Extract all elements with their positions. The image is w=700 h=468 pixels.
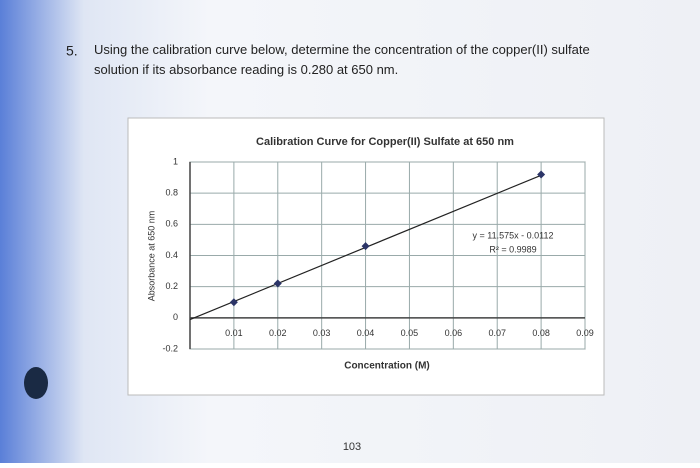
x-axis-label: Concentration (M) xyxy=(344,361,430,372)
y-axis-label: Absorbance at 650 nm xyxy=(146,211,156,302)
x-tick-label: 0.04 xyxy=(357,328,375,338)
page-number: 103 xyxy=(343,441,361,453)
trend-equation: y = 11.575x - 0.0112 xyxy=(473,230,554,240)
data-point xyxy=(537,170,546,179)
question-number: 5. xyxy=(66,43,78,59)
y-tick-label: 0.8 xyxy=(165,188,178,198)
chart-title: Calibration Curve for Copper(II) Sulfate… xyxy=(256,136,514,148)
x-tick-label: 0.08 xyxy=(532,328,550,338)
question-box: Using the calibration curve below, deter… xyxy=(94,42,590,77)
x-tick-label: 0.06 xyxy=(445,328,463,338)
y-tick-label: 0 xyxy=(173,312,178,322)
trend-r-squared: R² = 0.9989 xyxy=(489,244,536,254)
y-tick-label: 0.2 xyxy=(165,281,178,291)
data-point xyxy=(361,242,370,251)
x-tick-label: 0.01 xyxy=(225,328,243,338)
x-tick-label: 0.03 xyxy=(313,328,331,338)
y-tick-label: 0.4 xyxy=(165,250,178,260)
y-tick-label: 0.6 xyxy=(165,219,178,229)
question-text: Using the calibration curve below, deter… xyxy=(94,42,590,77)
x-tick-label: 0.05 xyxy=(401,328,419,338)
y-tick-label: -0.2 xyxy=(162,343,178,353)
hole xyxy=(24,367,48,399)
data-point xyxy=(229,298,238,307)
x-tick-label: 0.02 xyxy=(269,328,287,338)
x-tick-label: 0.09 xyxy=(576,328,594,338)
y-tick-label: 1 xyxy=(173,156,178,166)
data-point xyxy=(273,279,282,288)
x-tick-label: 0.07 xyxy=(488,328,506,338)
